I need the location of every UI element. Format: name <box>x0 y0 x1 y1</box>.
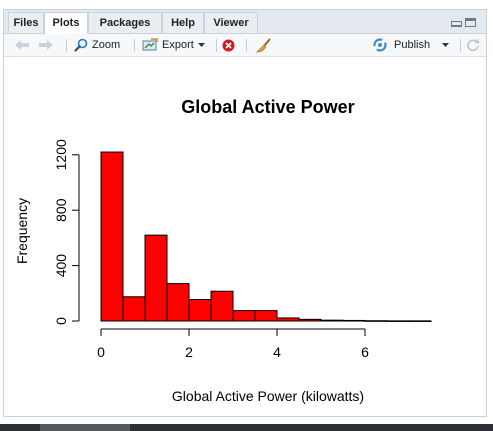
histogram-bar <box>100 151 124 322</box>
tab-help[interactable]: Help <box>162 12 204 33</box>
refresh-button[interactable] <box>466 37 480 53</box>
histogram-bar <box>144 234 168 322</box>
y-tick-label: 1200 <box>53 139 69 170</box>
pane-tabbar: Files Plots Packages Help Viewer <box>4 10 486 34</box>
x-tick-label: 0 <box>97 344 105 360</box>
maximize-pane-icon[interactable] <box>465 18 476 27</box>
histogram-bar <box>386 320 410 322</box>
chevron-down-icon <box>442 42 450 47</box>
histogram-bar <box>408 320 432 322</box>
toolbar-separator <box>66 39 67 52</box>
back-arrow-icon[interactable] <box>14 37 30 53</box>
remove-plot-button[interactable] <box>222 37 235 53</box>
tab-packages[interactable]: Packages <box>88 12 162 33</box>
x-tick-label: 4 <box>273 344 281 360</box>
tab-files[interactable]: Files <box>8 12 44 33</box>
histogram-plot: Global Active Power 0 400 800 1200 0 2 4 6 Global… <box>14 97 432 404</box>
remove-plot-icon <box>222 39 235 51</box>
scrollbar-thumb[interactable] <box>40 424 130 431</box>
tab-plots[interactable]: Plots <box>44 12 88 34</box>
export-label: Export <box>162 39 194 51</box>
plots-toolbar: Zoom Export <box>4 34 486 57</box>
histogram-bar <box>254 310 278 322</box>
export-icon <box>142 38 158 51</box>
forward-arrow-icon[interactable] <box>38 37 54 53</box>
broom-icon <box>256 37 271 53</box>
x-tick-label: 6 <box>361 344 369 360</box>
window-buttons <box>451 18 476 27</box>
chart-title: Global Active Power <box>181 97 354 117</box>
histogram-bar <box>166 283 190 322</box>
histogram-bar <box>342 319 366 322</box>
x-axis-label: Global Active Power (kilowatts) <box>172 388 364 404</box>
y-axis-label: Frequency <box>14 198 30 264</box>
export-button[interactable]: Export <box>142 37 205 53</box>
histogram-bar <box>122 296 146 322</box>
histogram-bar <box>320 319 344 322</box>
toolbar-separator <box>246 39 247 52</box>
y-tick-label: 400 <box>53 254 69 278</box>
histogram-bar <box>210 290 234 322</box>
plots-pane: Files Plots Packages Help Viewer Zoom <box>3 9 487 417</box>
publish-button[interactable]: Publish <box>372 37 450 53</box>
chevron-down-icon <box>197 42 205 47</box>
histogram-bar <box>298 318 322 322</box>
histogram-bar <box>232 310 256 322</box>
y-tick-label: 0 <box>53 317 69 325</box>
refresh-icon <box>467 38 480 52</box>
x-tick-label: 2 <box>185 344 193 360</box>
publish-icon <box>373 38 387 52</box>
y-tick-label: 800 <box>53 198 69 222</box>
toolbar-separator <box>460 39 461 52</box>
publish-label: Publish <box>394 39 431 51</box>
tab-viewer[interactable]: Viewer <box>204 12 258 33</box>
zoom-icon <box>74 38 88 52</box>
horizontal-scrollbar[interactable] <box>0 424 493 431</box>
toolbar-separator <box>216 39 217 52</box>
histogram-bar <box>276 317 300 322</box>
clear-all-plots-button[interactable] <box>256 37 272 53</box>
minimize-pane-icon[interactable] <box>451 21 462 27</box>
zoom-label: Zoom <box>92 39 121 51</box>
histogram-bar <box>364 320 388 322</box>
histogram-bar <box>188 299 212 322</box>
toolbar-separator <box>134 39 135 52</box>
zoom-button[interactable]: Zoom <box>74 37 120 53</box>
